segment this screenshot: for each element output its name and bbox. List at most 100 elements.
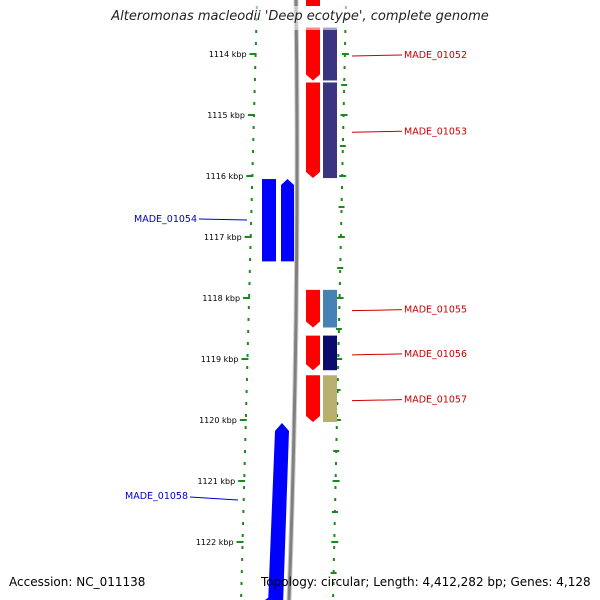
outer-minor-tick: [341, 84, 348, 86]
ring-dot: [243, 474, 246, 477]
ring-dot: [244, 438, 247, 441]
gene-label-line: [189, 496, 239, 501]
gene-bar-made_01052[interactable]: [323, 27, 337, 81]
cds-arrow-made_01058[interactable]: [268, 423, 289, 600]
ring-dot: [247, 306, 250, 309]
gene-label-made_01057: MADE_01057: [404, 395, 467, 406]
inner-major-tick: [246, 175, 254, 177]
outer-major-tick: [333, 419, 341, 421]
kbp-tick-label: 1118 kbp: [202, 294, 240, 303]
ring-dot: [242, 522, 245, 525]
ring-dot: [340, 222, 343, 225]
outer-major-tick: [335, 358, 343, 360]
ring-dot: [240, 582, 243, 585]
ring-dot: [247, 330, 250, 333]
ring-dot: [344, 42, 347, 45]
outer-major-tick: [332, 480, 340, 482]
ring-dot: [339, 234, 342, 237]
cds-arrow-made_01057[interactable]: [306, 375, 320, 423]
ring-dot: [245, 390, 248, 393]
ring-dot: [247, 318, 250, 321]
outer-major-tick: [336, 297, 344, 299]
kbp-tick-label: 1121 kbp: [197, 477, 235, 486]
inner-major-tick: [239, 419, 247, 421]
ring-dot: [248, 270, 251, 273]
kbp-tick-label: 1114 kbp: [209, 50, 247, 59]
ring-dot: [337, 366, 340, 369]
ring-dot: [338, 306, 341, 309]
ring-dot: [243, 486, 246, 489]
ring-dot: [335, 438, 338, 441]
gene-layer[interactable]: [262, 0, 337, 600]
cds-arrow-made_01053[interactable]: [306, 82, 320, 179]
ring-dot: [333, 522, 336, 525]
kbp-tick-label: 1119 kbp: [201, 355, 239, 364]
ring-dot: [342, 102, 345, 105]
genome-info-text: Topology: circular; Length: 4,412,282 bp…: [261, 575, 591, 589]
ring-dot: [254, 54, 257, 57]
gene-bar-made_01056[interactable]: [323, 335, 337, 371]
ring-dot: [336, 414, 339, 417]
gene-bar-made_01055[interactable]: [323, 289, 337, 328]
outer-major-tick: [340, 114, 348, 116]
ring-dot: [249, 246, 252, 249]
cds-arrow-made_01052[interactable]: [306, 27, 320, 81]
kbp-tick-label: 1117 kbp: [204, 233, 242, 242]
ring-dot: [332, 558, 335, 561]
ring-dot: [253, 90, 256, 93]
ring-dot: [340, 198, 343, 201]
ring-dot: [249, 234, 252, 237]
outer-major-tick: [341, 53, 349, 55]
ring-dot: [337, 354, 340, 357]
cds-arrow-made_01056[interactable]: [306, 335, 320, 371]
ring-dot: [334, 498, 337, 501]
outer-major-tick: [331, 541, 339, 543]
ring-dot: [344, 30, 347, 33]
outer-minor-tick: [334, 389, 341, 391]
gene-label-made_01054: MADE_01054: [134, 214, 197, 225]
ring-dot: [246, 366, 249, 369]
cds-arrow-continuation: [306, 0, 320, 6]
inner-major-tick: [236, 541, 244, 543]
ring-dot: [248, 282, 251, 285]
ring-dot: [341, 150, 344, 153]
gene-bar-made_01057[interactable]: [323, 375, 337, 423]
ring-dot: [337, 330, 340, 333]
ring-dot: [338, 318, 341, 321]
gene-bar-made_01054[interactable]: [262, 179, 276, 262]
ring-dot: [332, 570, 335, 573]
ring-dot: [251, 162, 254, 165]
tick-layer: 1114 kbp 1115 kbp 1116 kbp 1117 kbp 1118 kbp…: [196, 50, 349, 574]
ring-dot: [334, 486, 337, 489]
gene-label-made_01058: MADE_01058: [125, 491, 188, 502]
ring-dot: [241, 534, 244, 537]
outer-minor-tick: [333, 450, 340, 452]
ring-dot: [253, 78, 256, 81]
kbp-tick-label: 1122 kbp: [196, 538, 234, 547]
ring-dot: [243, 462, 246, 465]
ring-dot: [334, 474, 337, 477]
outer-minor-tick: [331, 511, 338, 513]
outer-minor-tick: [339, 145, 346, 147]
cds-arrow-made_01054[interactable]: [281, 179, 294, 262]
ring-dot: [338, 294, 341, 297]
ring-dot: [339, 258, 342, 261]
gene-label-line: [351, 399, 403, 402]
ring-dot: [250, 198, 253, 201]
gene-label-line: [351, 130, 403, 133]
gene-bar-made_01053[interactable]: [323, 82, 337, 179]
gene-label-made_01055: MADE_01055: [404, 305, 467, 316]
outer-minor-tick: [338, 206, 345, 208]
outer-minor-tick: [330, 572, 337, 574]
ring-dot: [342, 138, 345, 141]
ring-dot: [242, 510, 245, 513]
ring-dot: [250, 210, 253, 213]
ring-dot: [255, 30, 258, 33]
ring-dot: [335, 426, 338, 429]
cds-arrow-made_01055[interactable]: [306, 289, 320, 328]
ring-dot: [252, 126, 255, 129]
map-title: Alteromonas macleodii 'Deep ecotype', co…: [111, 9, 489, 24]
ring-dot: [254, 66, 257, 69]
ring-dot: [340, 186, 343, 189]
